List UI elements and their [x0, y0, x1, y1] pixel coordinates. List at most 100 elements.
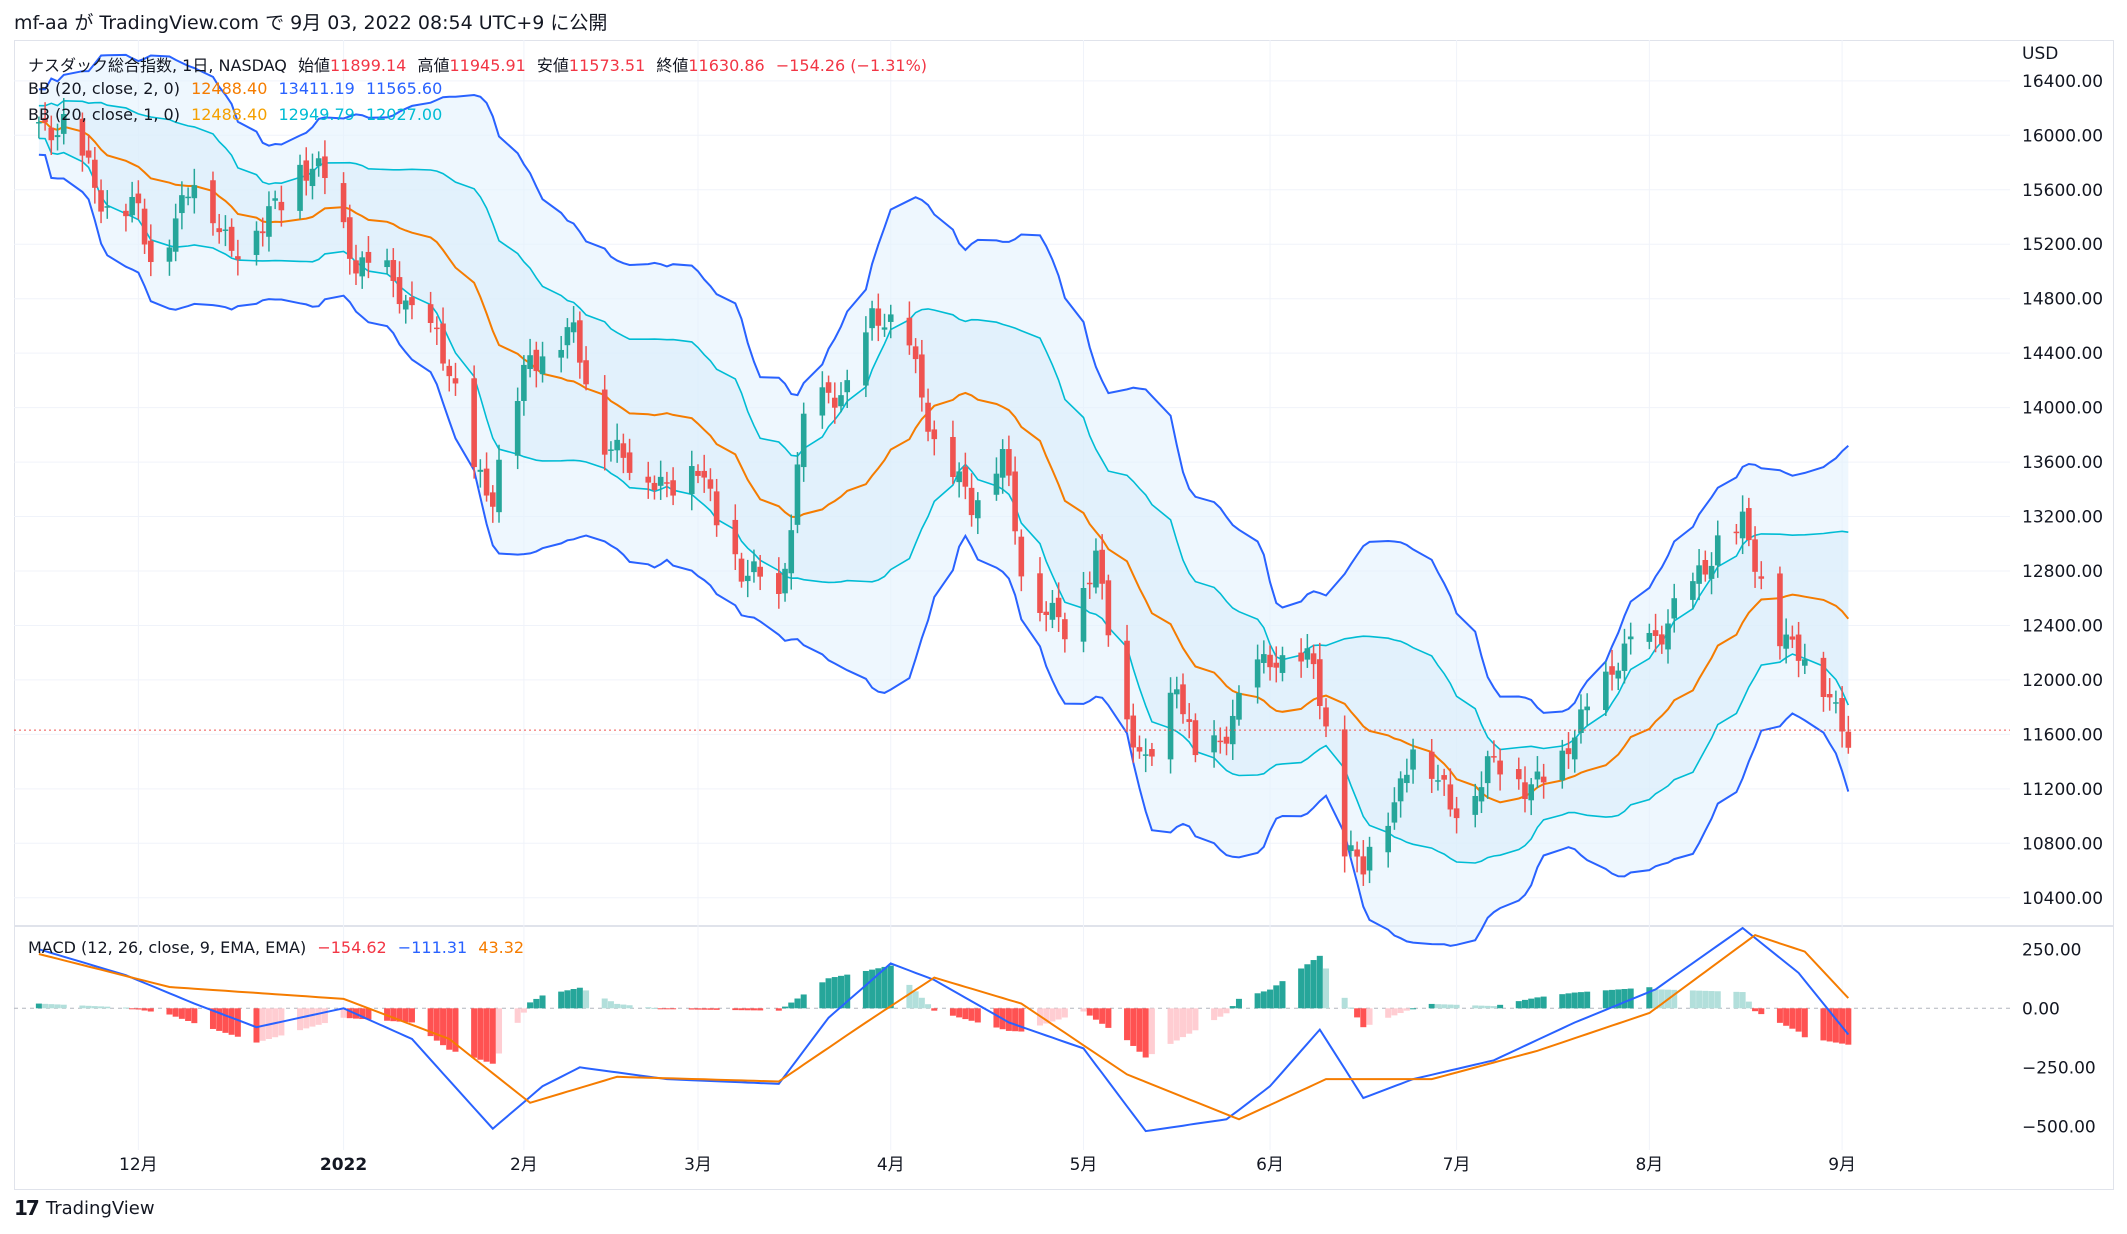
candle-body: [1621, 643, 1628, 671]
macd-histogram-bar: [185, 1008, 192, 1021]
macd-histogram-bar: [433, 1008, 440, 1041]
price-tick-label: 16400.00: [2022, 72, 2103, 92]
bb2-legend[interactable]: BB (20, close, 1, 0) 12488.40 12949.79 1…: [28, 105, 448, 124]
candle-body: [1130, 715, 1137, 748]
candle-body: [1391, 802, 1398, 823]
macd-histogram-bar: [1453, 1004, 1460, 1009]
candle-body: [819, 387, 826, 416]
candle-body: [489, 492, 496, 507]
macd-histogram-bar: [1534, 997, 1541, 1009]
candle-body: [60, 113, 67, 134]
macd-histogram-bar: [452, 1008, 459, 1052]
tradingview-logo-icon[interactable]: 17: [14, 1196, 40, 1220]
candle-body: [1223, 736, 1230, 744]
macd-tick-label: 250.00: [2022, 940, 2081, 960]
candle-body: [471, 378, 477, 468]
price-tick-label: 10800.00: [2022, 834, 2103, 854]
candle-body: [881, 327, 888, 330]
candle-body: [1534, 771, 1541, 780]
macd-signal-value: 43.32: [478, 938, 525, 957]
candle-body: [1093, 550, 1099, 588]
macd-histogram-bar: [1584, 991, 1591, 1009]
macd-histogram-bar: [1515, 1001, 1522, 1009]
macd-histogram-bar: [1571, 992, 1578, 1009]
macd-legend[interactable]: MACD (12, 26, close, 9, EMA, EMA) −154.6…: [28, 938, 530, 957]
macd-histogram-bar: [1428, 1003, 1435, 1009]
candle-body: [1609, 666, 1615, 675]
macd-histogram-bar: [129, 1008, 136, 1010]
candle-body: [1603, 671, 1609, 711]
macd-histogram-bar: [91, 1006, 98, 1009]
macd-histogram-bar: [993, 1008, 1000, 1028]
candle-body: [570, 322, 577, 333]
candle-body: [1229, 715, 1236, 745]
macd-histogram-bar: [1279, 981, 1286, 1009]
macd-histogram-bar: [1646, 987, 1653, 1009]
bb-middle-line: [38, 121, 1850, 804]
macd-histogram-bar: [620, 1004, 627, 1009]
time-tick-label: 6月: [1256, 1155, 1284, 1175]
candle-body: [104, 206, 111, 208]
candle-body: [1578, 709, 1584, 733]
candle-body: [477, 469, 484, 472]
candle-body: [1360, 856, 1367, 875]
tradingview-brand[interactable]: TradingView: [45, 1197, 155, 1219]
candle-body: [931, 429, 938, 440]
price-tick-label: 13600.00: [2022, 453, 2103, 473]
macd-histogram-bar: [962, 1008, 969, 1020]
candle-body: [1658, 634, 1665, 645]
macd-histogram-bar: [601, 998, 608, 1009]
candle-body: [620, 443, 627, 458]
macd-histogram-bar: [931, 1008, 938, 1011]
macd-histogram-bar: [222, 1008, 229, 1033]
high-label: 高値11945.91: [417, 56, 526, 75]
candle-body: [1236, 692, 1242, 720]
candle-body: [483, 468, 490, 496]
macd-histogram-bar: [1360, 1008, 1367, 1028]
candle-body: [1652, 630, 1659, 636]
candle-body: [440, 323, 446, 364]
macd-histogram-bar: [838, 975, 845, 1009]
price-tick-label: 13200.00: [2022, 508, 2103, 528]
macd-histogram-bar: [1055, 1008, 1062, 1020]
candle-body: [384, 260, 390, 268]
macd-histogram-bar: [1086, 1008, 1093, 1016]
macd-histogram-bar: [968, 1008, 975, 1021]
candle-body: [129, 196, 135, 216]
candle-body: [1180, 684, 1186, 715]
currency-label: USD: [2022, 44, 2058, 64]
macd-histogram-bar: [1124, 1008, 1131, 1041]
candle-body: [1540, 776, 1547, 783]
macd-histogram-bar: [1521, 999, 1528, 1009]
macd-histogram-bar: [694, 1008, 701, 1010]
candle-body: [1478, 787, 1485, 802]
macd-histogram-bar: [1559, 994, 1566, 1009]
candle-body: [1316, 659, 1323, 706]
bb1-legend[interactable]: BB (20, close, 2, 0) 12488.40 13411.19 1…: [28, 79, 448, 98]
candle-body: [1323, 707, 1329, 727]
candle-body: [54, 135, 61, 138]
macd-histogram-bar: [396, 1008, 403, 1022]
candle-body: [1795, 634, 1802, 661]
macd-histogram-bar: [408, 1008, 415, 1023]
candle-body: [42, 117, 48, 123]
candle-body: [1802, 659, 1808, 666]
price-tick-label: 10400.00: [2022, 889, 2103, 909]
candle-body: [1752, 539, 1758, 572]
symbol-label[interactable]: ナスダック総合指数, 1日, NASDAQ: [28, 56, 287, 75]
macd-histogram-bar: [42, 1003, 49, 1009]
macd-histogram-bar: [750, 1008, 757, 1011]
macd-histogram-bar: [1260, 991, 1267, 1009]
macd-histogram-bar: [1366, 1008, 1373, 1025]
candle-body: [1186, 719, 1193, 722]
macd-histogram-bar: [974, 1008, 981, 1023]
macd-tick-label: −250.00: [2022, 1058, 2096, 1078]
bb2-mid-value: 12488.40: [191, 105, 268, 124]
macd-histogram-bar: [1820, 1008, 1827, 1041]
candle-body: [887, 314, 894, 322]
macd-histogram-bar: [1211, 1008, 1218, 1021]
macd-label: MACD (12, 26, close, 9, EMA, EMA): [28, 938, 307, 957]
time-tick-label: 7月: [1443, 1155, 1471, 1175]
candle-body: [79, 118, 86, 156]
